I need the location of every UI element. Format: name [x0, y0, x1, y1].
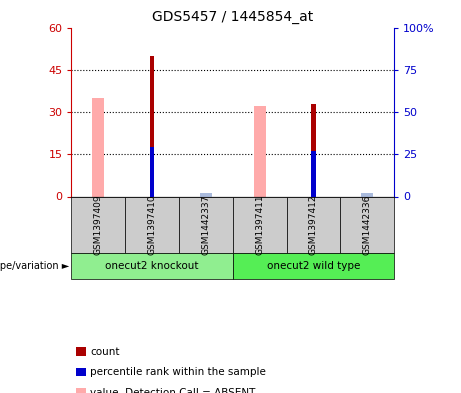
Bar	[200, 193, 212, 196]
Bar	[254, 107, 266, 196]
Bar	[361, 193, 373, 196]
Text: value, Detection Call = ABSENT: value, Detection Call = ABSENT	[90, 387, 255, 393]
Text: GSM1442336: GSM1442336	[363, 195, 372, 255]
Text: count: count	[90, 347, 119, 357]
Text: GSM1442337: GSM1442337	[201, 195, 210, 255]
Text: GSM1397410: GSM1397410	[148, 195, 157, 255]
Text: GSM1397409: GSM1397409	[94, 195, 103, 255]
Bar	[92, 98, 104, 196]
Text: genotype/variation ►: genotype/variation ►	[0, 261, 69, 271]
Bar	[150, 56, 154, 196]
Text: onecut2 wild type: onecut2 wild type	[267, 261, 360, 271]
Text: GSM1397411: GSM1397411	[255, 195, 264, 255]
Text: GSM1397412: GSM1397412	[309, 195, 318, 255]
Text: onecut2 knockout: onecut2 knockout	[106, 261, 199, 271]
Bar	[311, 151, 316, 196]
Title: GDS5457 / 1445854_at: GDS5457 / 1445854_at	[152, 10, 313, 24]
Bar	[311, 104, 316, 196]
Text: percentile rank within the sample: percentile rank within the sample	[90, 367, 266, 377]
Bar	[150, 147, 154, 196]
